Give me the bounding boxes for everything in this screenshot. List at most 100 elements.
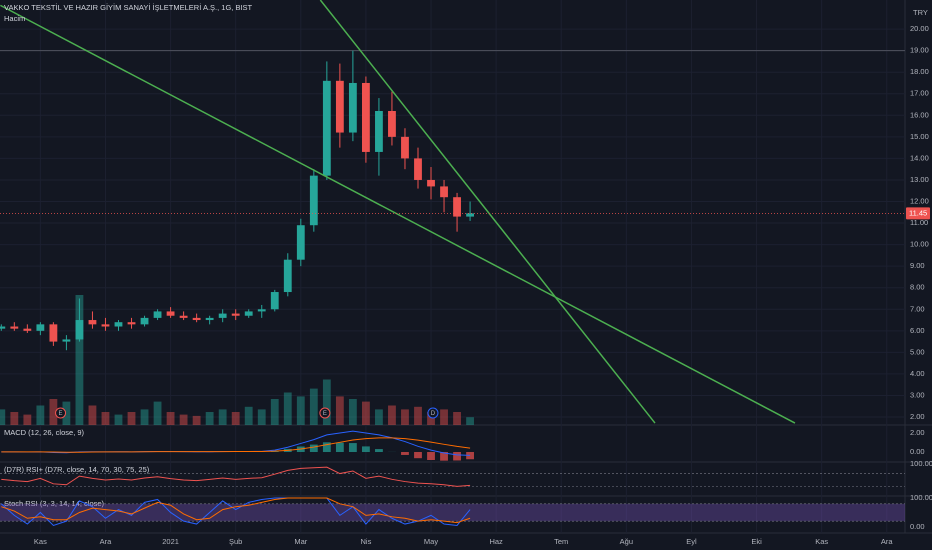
chart-title: VAKKO TEKSTİL VE HAZIR GİYİM SANAYİ İŞLE… <box>4 3 253 12</box>
volume-bar <box>453 412 461 425</box>
indicator-band <box>0 503 905 522</box>
candle-body <box>257 309 266 312</box>
last-price-label: 11.45 <box>909 208 927 217</box>
indicator-tick-label: 100.00 <box>910 493 932 502</box>
event-label: E <box>323 411 327 417</box>
candle-body <box>270 292 279 310</box>
indicator-tick-label: 2.00 <box>910 428 925 437</box>
x-tick-label: 2021 <box>162 537 179 546</box>
candle-body <box>192 317 201 321</box>
event-marker <box>319 407 331 419</box>
volume-bar <box>101 412 110 425</box>
trend-line <box>319 0 656 424</box>
x-tick-label: Şub <box>229 537 242 546</box>
candle-body <box>466 213 474 217</box>
volume-bar <box>362 401 370 425</box>
candle-body <box>388 110 396 137</box>
volume-bar <box>192 415 201 425</box>
y-tick-label: 2.00 <box>910 412 925 421</box>
volume-bar <box>205 412 214 425</box>
candle-body <box>296 225 305 260</box>
x-tick-label: Haz <box>489 537 503 546</box>
candle-body <box>49 324 58 342</box>
candle-body <box>127 322 136 325</box>
indicator-title: Stoch RSI (3, 3, 14, 14, close) <box>4 499 105 508</box>
histogram-bar <box>453 452 461 461</box>
candle-body <box>362 82 370 152</box>
last-price-box <box>906 207 930 220</box>
volume-bar <box>218 409 227 425</box>
volume-bar <box>153 401 162 425</box>
volume-bar <box>296 396 305 425</box>
event-marker <box>427 407 439 419</box>
volume-bar <box>388 405 396 425</box>
candle-body <box>88 320 97 325</box>
indicator-tick-label: 0.00 <box>910 447 925 456</box>
y-tick-label: 9.00 <box>910 261 925 270</box>
x-tick-label: Ara <box>881 537 894 546</box>
currency-label: TRY <box>913 8 928 17</box>
volume-bar <box>10 412 19 425</box>
volume-bar <box>414 406 422 425</box>
volume-bar <box>166 412 175 425</box>
volume-bar <box>140 409 149 425</box>
histogram-bar <box>414 452 422 459</box>
candle-body <box>140 317 149 325</box>
y-tick-label: 15.00 <box>910 132 929 141</box>
candle-body <box>166 311 175 316</box>
candle-body <box>414 158 422 180</box>
volume-bar <box>257 409 266 425</box>
y-tick-label: 8.00 <box>910 283 925 292</box>
histogram-bar <box>362 446 370 453</box>
volume-bar <box>62 401 71 425</box>
candle-body <box>348 82 357 133</box>
candle-body <box>101 324 110 327</box>
volume-bar <box>309 388 318 425</box>
y-tick-label: 3.00 <box>910 390 925 399</box>
volume-bar <box>335 396 344 425</box>
volume-bar <box>375 409 383 425</box>
y-tick-label: 14.00 <box>910 153 929 162</box>
axes: Kas Ara 2021 Şub Mar Nis May Haz Tem Ağu Eyl Eki Kas… <box>34 24 932 546</box>
histogram-bar <box>401 452 409 455</box>
histogram-bar <box>348 443 357 453</box>
y-tick-label: 13.00 <box>910 175 929 184</box>
volume-bar <box>244 406 253 425</box>
histogram-bar <box>335 442 344 453</box>
candle-body <box>218 313 227 318</box>
event-label: E <box>59 411 63 417</box>
volume-bar <box>440 409 448 425</box>
candle-body <box>179 315 188 318</box>
indicator-line <box>1 466 471 487</box>
x-tick-label: Eyl <box>686 537 697 546</box>
volume-bar <box>0 409 6 425</box>
indicator-tick-label: 0.00 <box>910 522 925 531</box>
candle-body <box>0 326 6 329</box>
candle-body <box>335 80 344 133</box>
volume-bar <box>23 414 32 425</box>
volume-bar <box>127 412 136 425</box>
candle-body <box>114 322 123 327</box>
x-tick-label: Kas <box>815 537 828 546</box>
indicator-line <box>1 437 471 453</box>
y-tick-label: 7.00 <box>910 304 925 313</box>
histogram-bar <box>466 452 474 460</box>
volume-bar <box>88 405 97 425</box>
indicator-line <box>0 497 471 527</box>
candle-body <box>453 197 461 217</box>
volume-bar <box>231 412 240 425</box>
volume-bar <box>75 295 84 425</box>
candle-body <box>283 259 292 293</box>
y-tick-label: 12.00 <box>910 196 929 205</box>
indicator-title: (D7R) RSI+ (D7R, close, 14, 70, 30, 75, … <box>4 465 150 474</box>
candle-body <box>153 311 162 318</box>
y-tick-label: 11.00 <box>910 218 928 227</box>
y-tick-label: 6.00 <box>910 326 925 335</box>
indicator-title: MACD (12, 26, close, 9) <box>4 428 85 437</box>
candle-body <box>440 186 448 198</box>
y-tick-label: 10.00 <box>910 240 929 249</box>
